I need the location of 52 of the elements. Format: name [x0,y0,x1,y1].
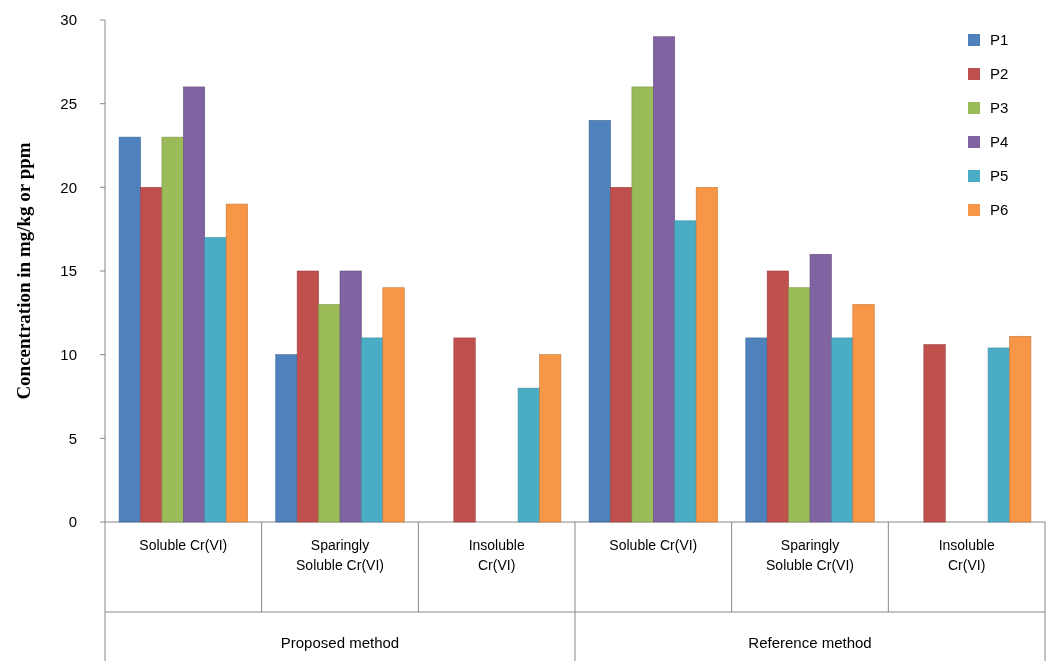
bar [788,287,811,523]
bar [809,253,832,523]
x-tick-label: Insoluble Cr(VI) [938,537,995,573]
bar [745,337,768,523]
bar [296,270,319,523]
legend-label: P3 [990,99,1009,117]
text: Reference method [748,634,872,651]
bar [653,36,676,523]
x-tick-label: Sparingly Soluble Cr(VI) [296,537,384,573]
x-tick-label: Insoluble Cr(VI) [468,537,525,573]
y-tick-label: 0 [68,513,77,531]
bar [695,187,718,523]
bar [382,287,405,523]
bar [118,136,141,523]
y-tick-label: 15 [60,262,77,280]
bar [140,187,163,523]
y-tick-label: 10 [60,345,77,363]
x-tick-label: Soluble Cr(VI) [609,537,698,553]
bar [204,237,227,523]
bar [183,86,206,523]
bar [923,344,946,523]
y-axis-title: Concentration in mg/kg or ppm [13,142,34,400]
bar [318,304,341,523]
legend-label: P1 [990,31,1009,49]
bar [161,136,184,523]
legend-label: P5 [990,167,1009,185]
y-tick-label: 30 [60,11,77,29]
bar [539,354,562,523]
bar [766,270,789,523]
y-tick-label: 5 [68,429,77,447]
bar [588,120,611,523]
y-tick-label: 20 [60,178,77,196]
bar [852,304,875,523]
bar [631,86,654,523]
x-tick-label: Sparingly Soluble Cr(VI) [766,537,854,573]
legend-label: P6 [990,201,1009,219]
bar [275,354,298,523]
text: Proposed method [280,634,400,651]
y-tick-label: 25 [60,94,77,112]
x-tick-label: Soluble Cr(VI) [139,537,228,553]
bar [1009,335,1032,523]
bar [225,203,248,523]
bar [517,387,540,523]
legend-label: P4 [990,133,1009,151]
bar [361,337,384,523]
bar [610,187,633,523]
bar [987,347,1010,523]
bar [674,220,697,523]
legend-label: P2 [990,65,1009,83]
bar [339,270,362,523]
bar [831,337,854,523]
bar [453,337,476,523]
